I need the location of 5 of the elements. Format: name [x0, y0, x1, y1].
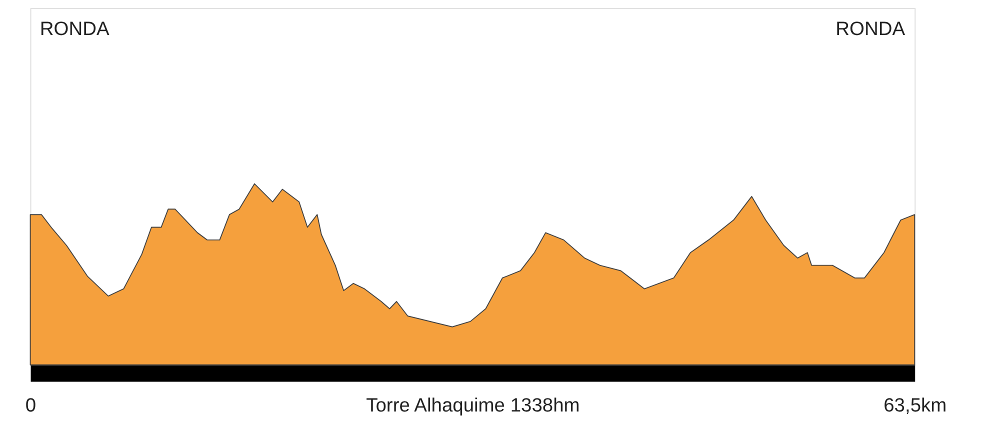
text: RONDA [836, 19, 906, 40]
x-tick-label: 0 [25, 396, 36, 417]
x-axis-title: Torre Alhaquime 1338hm [366, 396, 580, 417]
text: RONDA [40, 19, 110, 40]
x-tick-label: 63,5km [884, 396, 947, 417]
